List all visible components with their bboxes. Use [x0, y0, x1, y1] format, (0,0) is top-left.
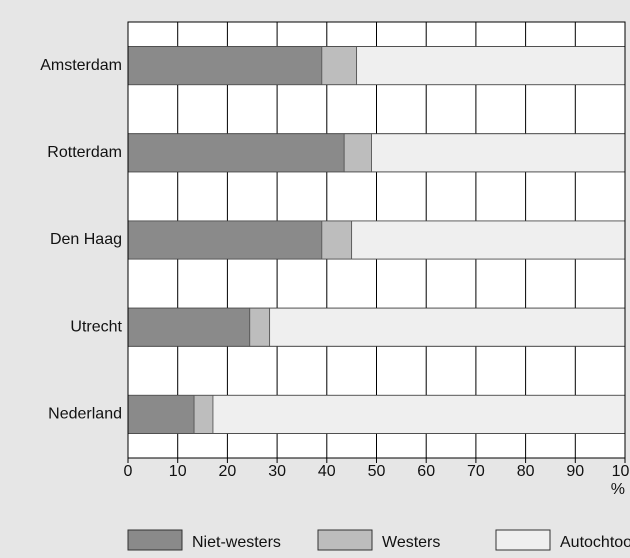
- bar-segment: [356, 46, 626, 85]
- x-tick-label: 100: [612, 463, 630, 480]
- x-tick-label: 10: [169, 463, 187, 480]
- x-tick-label: 50: [368, 463, 386, 480]
- legend-swatch: [495, 529, 551, 551]
- bar-segment: [127, 133, 345, 173]
- bar-segment: [127, 307, 251, 347]
- bar-segment: [212, 394, 626, 434]
- x-tick-label: 80: [517, 463, 535, 480]
- x-tick-label: 90: [566, 463, 584, 480]
- legend-swatch: [317, 529, 373, 551]
- bar-segment: [269, 307, 626, 347]
- bar-segment: [321, 220, 353, 260]
- plot-border: [127, 21, 626, 459]
- bar-segment: [249, 307, 271, 347]
- y-tick-label: Utrecht: [70, 318, 122, 335]
- x-tick-label: 40: [318, 463, 336, 480]
- y-tick-label: Nederland: [48, 406, 122, 423]
- y-tick-label: Rotterdam: [47, 144, 122, 161]
- legend-label: Autochtoon: [560, 534, 630, 551]
- x-tick-label: 60: [417, 463, 435, 480]
- x-tick-label: 20: [219, 463, 237, 480]
- bar-segment: [193, 394, 214, 434]
- x-tick-label: 0: [124, 463, 133, 480]
- y-tick-label: Den Haag: [50, 231, 122, 248]
- bar-segment: [351, 220, 626, 260]
- x-tick-label: 30: [268, 463, 286, 480]
- bar-segment: [127, 220, 323, 260]
- bar-segment: [127, 394, 195, 434]
- legend-label: Niet-westers: [192, 534, 281, 551]
- bar-segment: [321, 46, 358, 85]
- legend-swatch: [127, 529, 183, 551]
- bar-segment: [343, 133, 372, 173]
- bar-segment: [127, 46, 323, 85]
- bar-segment: [371, 133, 626, 173]
- y-tick-label: Amsterdam: [40, 57, 122, 74]
- legend-label: Westers: [382, 534, 440, 551]
- x-tick-label: 70: [467, 463, 485, 480]
- x-axis-label: %: [611, 481, 625, 498]
